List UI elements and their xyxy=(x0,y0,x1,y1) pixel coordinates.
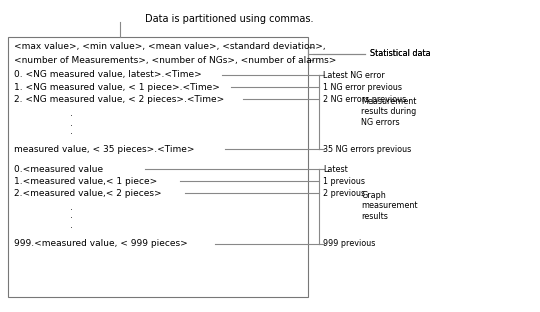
Text: 2. <NG measured value, < 2 pieces>.<Time>: 2. <NG measured value, < 2 pieces>.<Time… xyxy=(14,95,224,104)
Text: .: . xyxy=(70,128,73,137)
Text: .: . xyxy=(70,119,73,128)
Text: .: . xyxy=(70,212,73,221)
Text: Latest NG error: Latest NG error xyxy=(323,71,384,80)
Text: measured value, < 35 pieces>.<Time>: measured value, < 35 pieces>.<Time> xyxy=(14,144,194,154)
Text: .: . xyxy=(70,221,73,230)
Text: 2 NG errors previous: 2 NG errors previous xyxy=(323,95,406,104)
Text: .: . xyxy=(70,202,73,212)
Text: <max value>, <min value>, <mean value>, <standard deviation>,: <max value>, <min value>, <mean value>, … xyxy=(14,42,326,51)
Text: Measurement
results during
NG errors: Measurement results during NG errors xyxy=(361,97,416,127)
Text: 999 previous: 999 previous xyxy=(323,240,375,248)
Text: 2 previous: 2 previous xyxy=(323,188,365,197)
Text: Graph
measurement
results: Graph measurement results xyxy=(361,191,417,221)
Text: 35 NG errors previous: 35 NG errors previous xyxy=(323,144,411,154)
Text: <number of Measurements>, <number of NGs>, <number of alarms>: <number of Measurements>, <number of NGs… xyxy=(14,56,336,65)
Text: 1. <NG measured value, < 1 piece>.<Time>: 1. <NG measured value, < 1 piece>.<Time> xyxy=(14,82,220,91)
Text: 1 previous: 1 previous xyxy=(323,177,365,186)
Text: 1 NG error previous: 1 NG error previous xyxy=(323,82,402,91)
Bar xyxy=(8,37,308,297)
Text: Latest: Latest xyxy=(323,164,348,173)
Text: 999.<measured value, < 999 pieces>: 999.<measured value, < 999 pieces> xyxy=(14,240,188,248)
Text: 0.<measured value: 0.<measured value xyxy=(14,164,103,173)
Text: Statistical data: Statistical data xyxy=(370,50,430,59)
Text: Data is partitioned using commas.: Data is partitioned using commas. xyxy=(145,14,314,24)
Text: .: . xyxy=(70,110,73,119)
Text: 0. <NG measured value, latest>.<Time>: 0. <NG measured value, latest>.<Time> xyxy=(14,71,202,80)
Text: 2.<measured value,< 2 pieces>: 2.<measured value,< 2 pieces> xyxy=(14,188,161,197)
Text: Statistical data: Statistical data xyxy=(370,50,430,59)
Text: 1.<measured value,< 1 piece>: 1.<measured value,< 1 piece> xyxy=(14,177,157,186)
